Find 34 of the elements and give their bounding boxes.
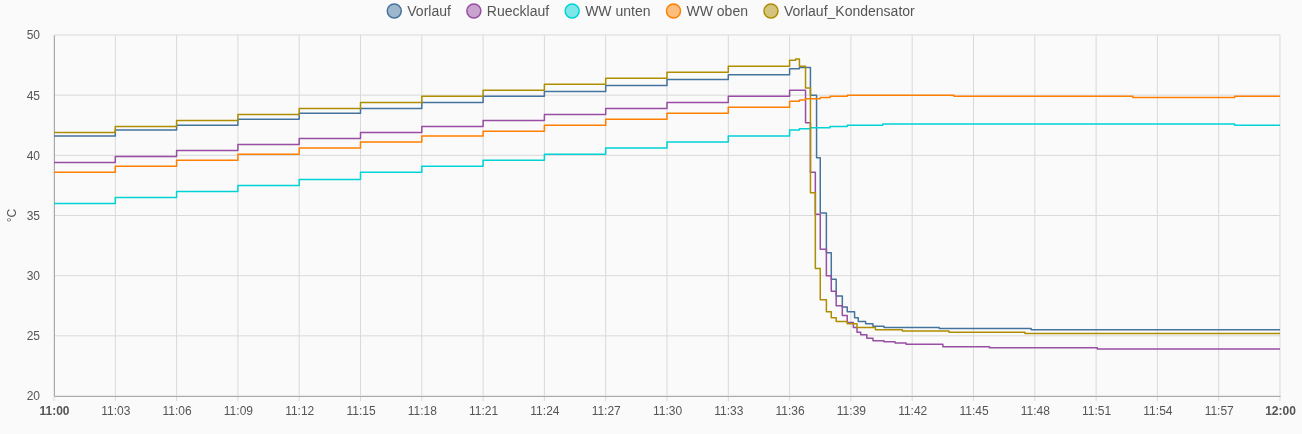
x-tick-label: 11:57 <box>1204 403 1235 418</box>
legend-label: Vorlauf_Kondensator <box>783 3 916 19</box>
x-tick-label: 11:45 <box>959 403 989 418</box>
legend-label: WW oben <box>686 3 748 19</box>
x-tick-label: 11:06 <box>162 403 192 418</box>
x-tick-label: 12:00 <box>1265 403 1297 418</box>
legend-label: Ruecklauf <box>486 3 550 19</box>
legend-label: Vorlauf <box>407 3 451 19</box>
x-tick-label: 11:12 <box>285 403 315 418</box>
x-tick-label: 11:03 <box>101 403 131 418</box>
x-tick-label: 11:00 <box>39 403 70 418</box>
y-tick-label: 50 <box>26 28 41 43</box>
x-tick-label: 11:39 <box>836 403 867 418</box>
y-tick-label: 45 <box>26 88 41 103</box>
y-tick-label: 35 <box>26 208 41 223</box>
x-tick-label: 11:36 <box>775 403 805 418</box>
x-tick-label: 11:27 <box>591 403 622 418</box>
y-tick-label: 25 <box>26 329 41 344</box>
y-tick-label: 40 <box>26 148 41 163</box>
x-tick-label: 11:21 <box>469 403 499 418</box>
y-axis-title: °C <box>5 208 19 223</box>
x-tick-label: 11:48 <box>1020 403 1051 418</box>
x-tick-label: 11:24 <box>530 403 560 418</box>
x-tick-label: 11:09 <box>223 403 254 418</box>
x-tick-label: 11:15 <box>346 403 376 418</box>
x-tick-label: 11:51 <box>1082 403 1112 418</box>
y-tick-label: 30 <box>26 269 41 284</box>
legend-label: WW unten <box>585 3 651 19</box>
x-tick-label: 11:30 <box>652 403 683 418</box>
x-tick-label: 11:33 <box>714 403 744 418</box>
x-tick-label: 11:42 <box>898 403 928 418</box>
x-tick-label: 11:54 <box>1143 403 1173 418</box>
x-tick-label: 11:18 <box>407 403 438 418</box>
y-tick-label: 20 <box>26 389 41 404</box>
